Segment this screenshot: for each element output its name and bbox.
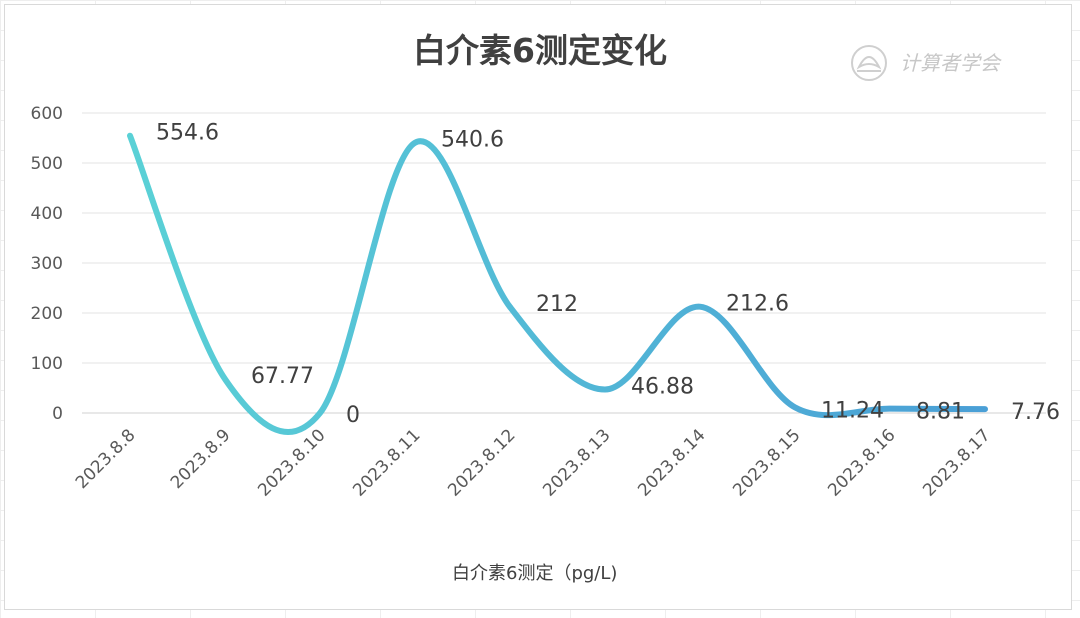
y-axis: 0 100 200 300 400 500 600 [31,104,63,424]
chart-title: 白介素6测定变化 [413,31,667,70]
lotus-seal-icon [851,45,887,81]
watermark: 计算者学会 [851,45,1002,81]
data-label: 554.6 [156,121,219,146]
x-tick-label: 2023.8.12 [444,425,519,500]
x-axis: 2023.8.8 2023.8.9 2023.8.10 2023.8.11 2023.8… [72,425,995,500]
y-tick-label: 0 [52,404,63,424]
x-tick-label: 2023.8.8 [72,425,140,493]
x-tick-label: 2023.8.16 [824,425,899,500]
data-label: 8.81 [916,400,965,425]
x-tick-label: 2023.8.13 [539,425,614,500]
data-labels: 554.6 67.77 0 540.6 212 46.88 212.6 11.24 8.81 7.… [156,121,1060,428]
x-tick-label: 2023.8.14 [634,425,709,500]
data-label: 67.77 [251,364,314,389]
watermark-text: 计算者学会 [900,51,1002,75]
data-label: 0 [346,403,360,428]
y-tick-label: 200 [31,304,63,324]
gridlines [82,112,1046,414]
y-tick-label: 600 [31,104,63,124]
y-tick-label: 100 [31,354,63,374]
x-tick-label: 2023.8.17 [919,425,994,500]
legend[interactable]: 白介素6测定（pg/L) [385,563,617,584]
legend-label: 白介素6测定（pg/L) [452,563,617,584]
data-label: 46.88 [631,375,694,400]
data-label: 7.76 [1011,400,1060,425]
x-tick-label: 2023.8.10 [254,425,329,500]
data-label: 540.6 [441,128,504,153]
x-tick-label: 2023.8.9 [167,425,235,493]
series-line [127,132,988,435]
data-label: 212.6 [726,292,789,317]
x-tick-label: 2023.8.11 [349,425,424,500]
y-tick-label: 500 [31,154,63,174]
chart-area[interactable] [4,4,1072,610]
y-tick-label: 300 [31,254,63,274]
y-tick-label: 400 [31,204,63,224]
x-tick-label: 2023.8.15 [729,425,804,500]
data-label: 212 [536,292,578,317]
data-label: 11.24 [821,398,884,423]
